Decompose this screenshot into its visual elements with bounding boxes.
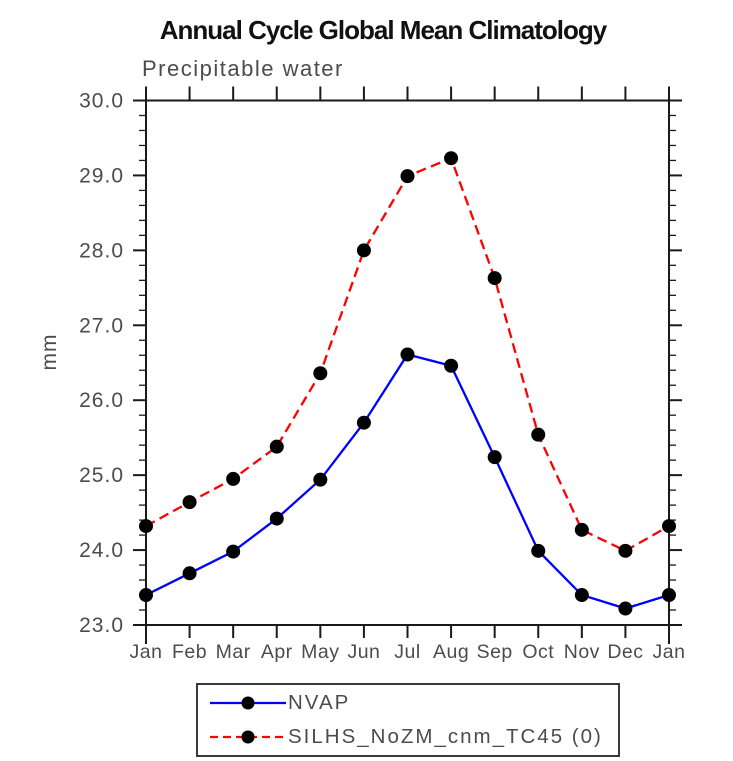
x-axis-month-label: Feb: [172, 641, 207, 663]
legend-line-sample-silhs: [210, 730, 286, 744]
x-axis-month-label: Jul: [394, 641, 420, 663]
data-point-marker: [226, 471, 241, 486]
y-axis-tick-label: 29.0: [79, 164, 124, 187]
data-point-marker: [356, 243, 371, 258]
x-axis-month-label: May: [301, 641, 339, 663]
x-axis-month-label: Sep: [477, 641, 513, 663]
x-axis-month-label: Dec: [607, 641, 643, 663]
data-point-marker: [269, 439, 284, 454]
legend-sample-marker: [241, 730, 255, 744]
data-point-marker: [444, 151, 459, 166]
x-axis-month-label: Jan: [653, 641, 686, 663]
x-axis-month-label: Apr: [261, 641, 293, 663]
y-axis-tick-label: 25.0: [79, 464, 124, 487]
data-point-marker: [574, 588, 589, 603]
y-axis-tick-label: 26.0: [79, 389, 124, 412]
legend-label-nvap: NVAP: [288, 691, 351, 714]
data-point-marker: [618, 601, 633, 616]
x-tick-labels: Jan Feb Mar Apr May Jun Jul Aug Sep Oct Nov Dec Jan: [130, 641, 686, 663]
data-point-marker: [182, 566, 197, 581]
data-point-marker: [531, 427, 546, 442]
x-axis-month-label: Jan: [130, 641, 163, 663]
data-point-marker: [531, 543, 546, 558]
data-point-marker: [313, 472, 328, 487]
data-point-marker: [269, 511, 284, 526]
x-axis-month-label: Nov: [564, 641, 600, 663]
y-axis-tick-label: 27.0: [79, 314, 124, 337]
data-point-marker: [139, 519, 153, 534]
data-point-marker: [182, 495, 197, 510]
y-axis-tick-label: 24.0: [79, 539, 124, 562]
series-line-0: [145, 353, 670, 610]
x-axis-month-label: Aug: [433, 641, 469, 663]
data-series: [139, 151, 676, 616]
data-point-marker: [487, 450, 502, 465]
x-axis-month-label: Oct: [522, 641, 554, 663]
data-point-marker: [618, 543, 633, 558]
data-point-marker: [139, 588, 153, 603]
data-point-marker: [662, 588, 676, 603]
data-point-marker: [356, 415, 371, 430]
legend-item-nvap: NVAP: [198, 687, 618, 719]
chart-subtitle: Precipitable water: [142, 56, 344, 81]
data-point-marker: [574, 522, 589, 537]
y-axis-tick-label: 28.0: [79, 239, 124, 262]
data-point-marker: [400, 169, 415, 184]
data-point-marker: [662, 519, 676, 534]
chart-title: Annual Cycle Global Mean Climatology: [159, 15, 608, 45]
legend-box: NVAP SILHS_NoZM_cnm_TC45 (0): [196, 683, 620, 757]
data-point-marker: [226, 544, 241, 559]
y-tick-labels: 23.0 24.0 25.0 26.0 27.0 28.0 29.0 30.0: [79, 90, 124, 638]
x-axis-month-label: Jun: [347, 641, 380, 663]
data-point-marker: [313, 366, 328, 381]
legend-label-silhs: SILHS_NoZM_cnm_TC45 (0): [288, 725, 603, 748]
y-axis-label: mm: [38, 333, 61, 371]
data-point-marker: [487, 271, 502, 286]
x-axis-month-label: Mar: [216, 641, 251, 663]
legend-item-silhs: SILHS_NoZM_cnm_TC45 (0): [198, 721, 618, 753]
data-point-marker: [400, 347, 415, 362]
data-point-marker: [444, 358, 459, 373]
y-axis-tick-label: 23.0: [79, 614, 124, 637]
line-chart-canvas: 23.0 24.0 25.0 26.0 27.0 28.0 29.0 30.0 Jan Feb M…: [79, 86, 686, 663]
y-axis-tick-label: 30.0: [79, 90, 124, 113]
legend-line-sample-nvap: [210, 696, 286, 710]
axes: [133, 86, 682, 644]
legend-sample-marker: [241, 696, 255, 710]
